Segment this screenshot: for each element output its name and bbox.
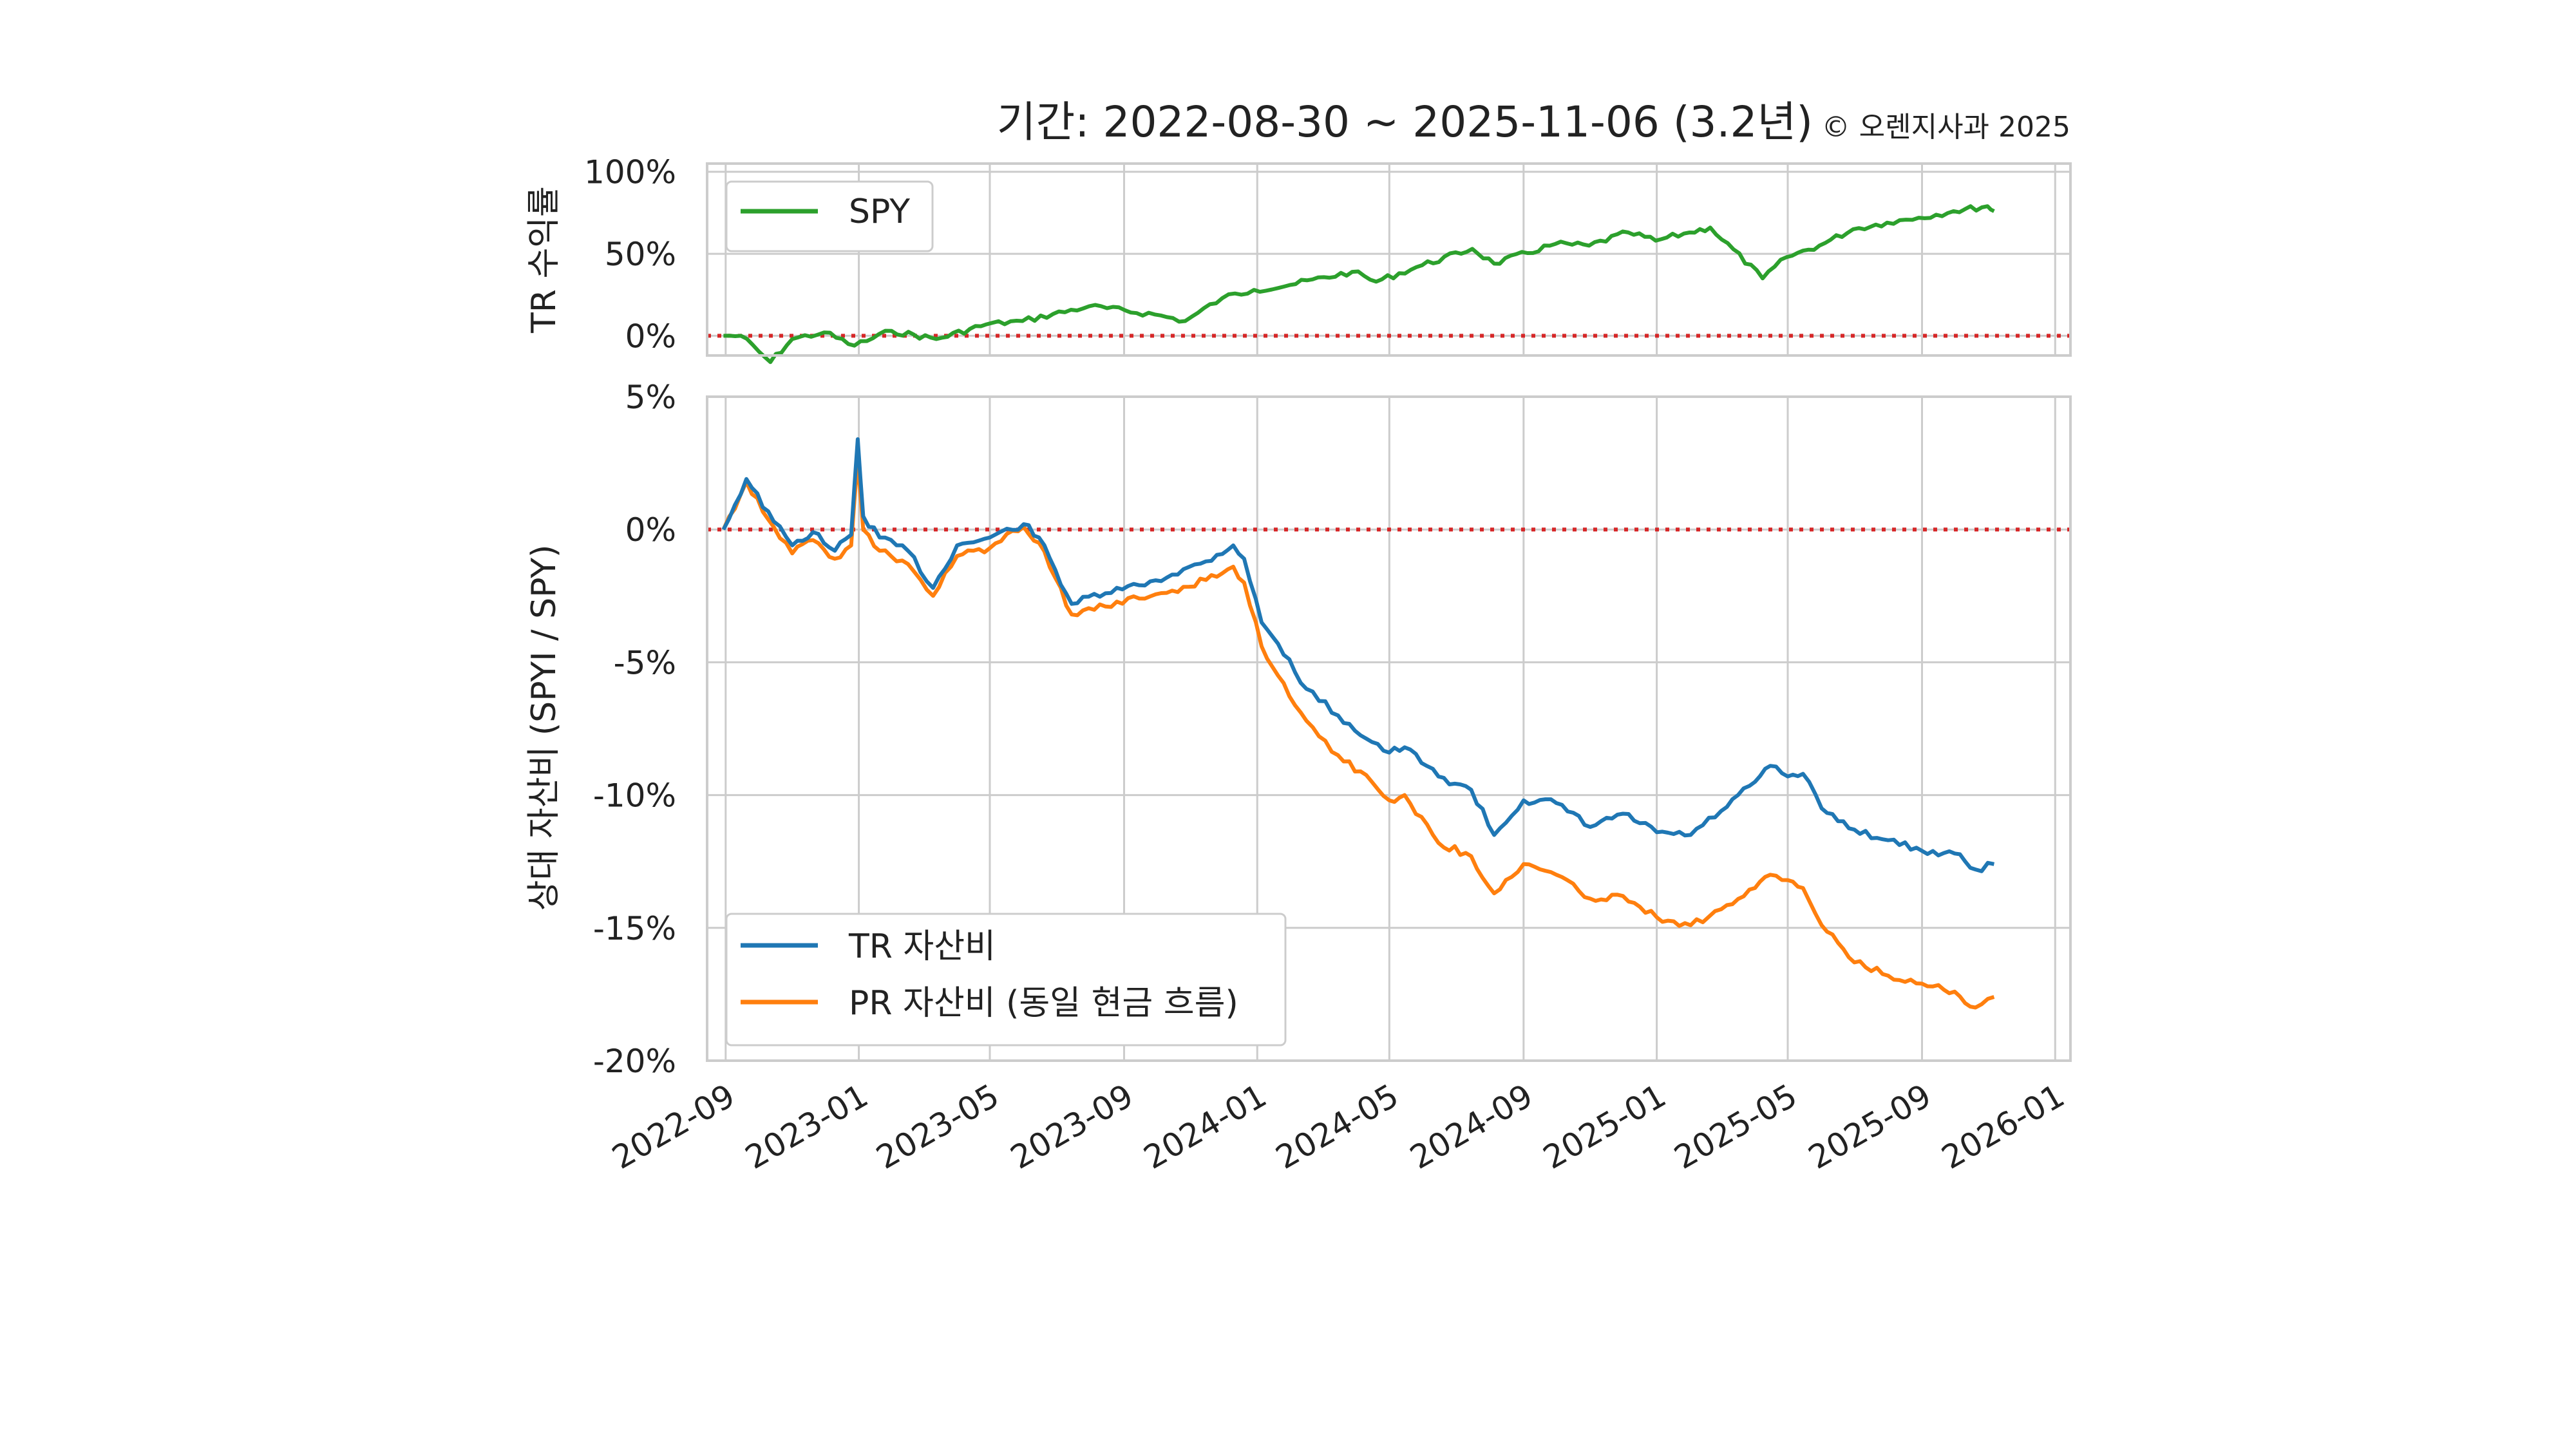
bottom-y-tick-label: 0% bbox=[625, 511, 676, 549]
top-y-tick-labels: 100% 50% 0% bbox=[584, 154, 676, 355]
x-tick-labels: 2022-092023-012023-052023-092024-012024-… bbox=[606, 1077, 2070, 1177]
bottom-y-tick-label: -15% bbox=[593, 910, 676, 947]
top-y-tick-label: 0% bbox=[625, 317, 676, 355]
top-panel: 100% 50% 0% SPY TR 수익률 bbox=[525, 154, 2072, 365]
bottom-y-tick-label: -10% bbox=[593, 777, 676, 815]
bottom-panel: 5% 0% -5% -10% -15% -20% TR 자산비 PR 자산비 (동일 현금… bbox=[525, 379, 2072, 1080]
x-tick-label: 2026-01 bbox=[1935, 1077, 2070, 1177]
bottom-y-tick-label: 5% bbox=[625, 379, 676, 416]
top-plot-frame bbox=[706, 162, 2072, 357]
x-tick-label: 2025-05 bbox=[1668, 1077, 1803, 1177]
x-tick-label: 2025-01 bbox=[1537, 1077, 1672, 1177]
bottom-y-tick-label: -20% bbox=[593, 1043, 676, 1080]
top-y-tick-label: 100% bbox=[584, 154, 676, 191]
legend-label-spy: SPY bbox=[849, 193, 910, 231]
copyright-credit: © 오렌지사과 2025 bbox=[1822, 111, 2070, 144]
top-y-axis-label: TR 수익률 bbox=[525, 186, 564, 334]
x-tick-label: 2022-09 bbox=[606, 1077, 741, 1177]
series-line-spy bbox=[723, 204, 1995, 365]
legend-label-tr: TR 자산비 bbox=[848, 927, 996, 966]
bottom-plot-frame bbox=[706, 395, 2072, 1062]
top-legend: SPY bbox=[725, 180, 934, 252]
x-tick-label: 2025-09 bbox=[1803, 1077, 1938, 1177]
top-y-tick-label: 50% bbox=[605, 236, 676, 273]
x-tick-label: 2023-09 bbox=[1005, 1077, 1140, 1177]
x-tick-label: 2024-05 bbox=[1269, 1077, 1405, 1177]
legend-label-pr: PR 자산비 (동일 현금 흐름) bbox=[849, 984, 1238, 1023]
bottom-legend: TR 자산비 PR 자산비 (동일 현금 흐름) bbox=[725, 913, 1287, 1046]
bottom-y-tick-label: -5% bbox=[614, 644, 676, 681]
x-tick-label: 2024-09 bbox=[1404, 1077, 1539, 1177]
series-line-pr bbox=[721, 459, 1995, 1010]
bottom-y-axis-label: 상대 자산비 (SPYI / SPY) bbox=[525, 545, 564, 911]
top-legend-box bbox=[725, 180, 934, 252]
x-tick-label: 2024-01 bbox=[1137, 1077, 1273, 1177]
x-tick-label: 2023-05 bbox=[870, 1077, 1005, 1177]
chart-title: 기간: 2022-08-30 ~ 2025-11-06 (3.2년) bbox=[997, 97, 1813, 147]
bottom-legend-box bbox=[725, 913, 1287, 1046]
series-line-tr bbox=[721, 437, 1995, 873]
x-tick-label: 2023-01 bbox=[739, 1077, 875, 1177]
bottom-y-tick-labels: 5% 0% -5% -10% -15% -20% bbox=[593, 379, 676, 1080]
